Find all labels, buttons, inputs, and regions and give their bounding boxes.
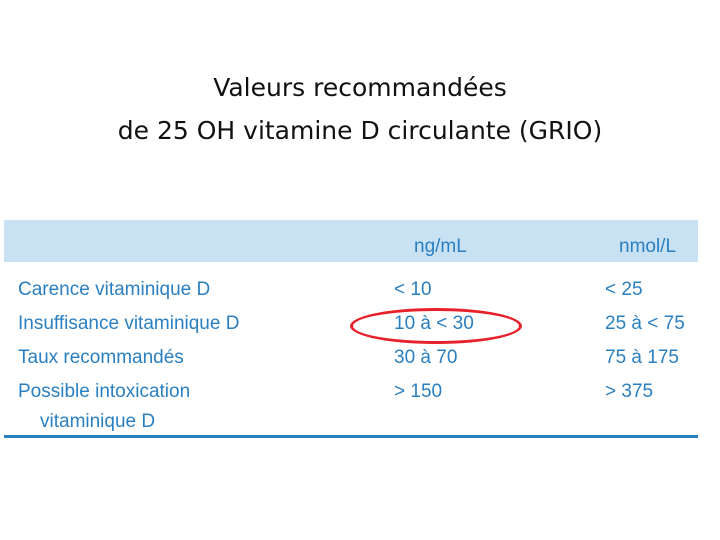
header-ng-ml: ng/mL <box>414 236 467 257</box>
table-bottom-rule <box>4 435 698 438</box>
table-row: Carence vitaminique D < 10 < 25 <box>4 278 698 312</box>
row-ng-value: > 150 <box>394 381 443 402</box>
table-row: Possible intoxication vitaminique D > 15… <box>4 380 698 436</box>
slide-title: Valeurs recommandées de 25 OH vitamine D… <box>0 66 720 152</box>
row-nmol-value: > 375 <box>605 381 654 402</box>
title-line-2: de 25 OH vitamine D circulante (GRIO) <box>117 116 603 145</box>
vitamin-d-table: ng/mL nmol/L Carence vitaminique D < 10 … <box>4 220 698 438</box>
highlight-circle <box>350 308 522 344</box>
header-nmol-l: nmol/L <box>619 236 677 257</box>
row-label: Insuffisance vitaminique D <box>18 313 240 334</box>
row-label: Taux recommandés <box>18 347 184 368</box>
row-nmol-value: 25 à < 75 <box>605 313 685 334</box>
row-ng-value: 30 à 70 <box>394 347 458 368</box>
table-header: ng/mL nmol/L <box>4 220 698 262</box>
title-line-1: Valeurs recommandées <box>213 73 507 102</box>
table-row: Taux recommandés 30 à 70 75 à 175 <box>4 346 698 380</box>
row-label: Possible intoxication <box>18 381 191 402</box>
row-label: Carence vitaminique D <box>18 279 211 300</box>
row-nmol-value: < 25 <box>605 279 643 300</box>
row-ng-value: < 10 <box>394 279 432 300</box>
row-nmol-value: 75 à 175 <box>605 347 679 368</box>
row-label-continued: vitaminique D <box>40 411 156 432</box>
